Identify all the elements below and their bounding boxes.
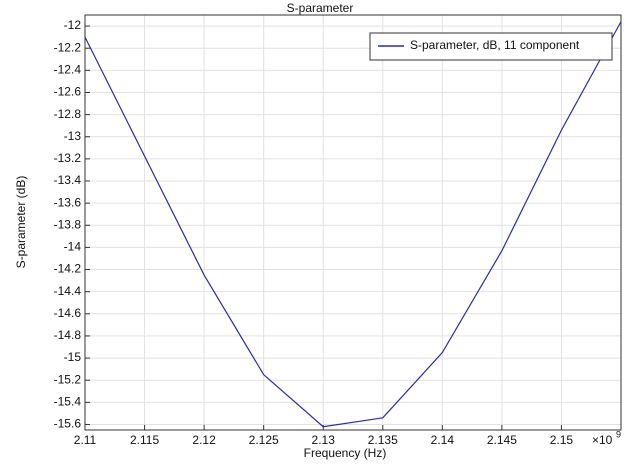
plot-frame (84, 14, 622, 431)
x-tick-label: 2.15 (550, 433, 574, 447)
y-tick-label: -14.6 (54, 306, 82, 320)
x-tick-label: 2.11 (74, 433, 97, 447)
y-axis-label: S-parameter (dB) (14, 176, 28, 269)
y-tick-label: -12.8 (54, 107, 82, 121)
legend-box (369, 32, 613, 61)
y-tick-label: -12 (64, 18, 82, 32)
x-tick-label: 2.135 (368, 433, 398, 447)
x-tick-label: 2.145 (487, 433, 517, 447)
y-tick-label: -13.4 (54, 173, 82, 187)
y-tick-label: -13.2 (54, 151, 82, 165)
x-axis-label: Frequency (Hz) (304, 446, 387, 460)
y-tick-label: -13 (64, 129, 82, 143)
data-line (84, 21, 622, 428)
chart-title: S-parameter (287, 1, 354, 15)
legend-label: S-parameter, dB, 11 component (410, 38, 580, 52)
y-tick-label: -12.4 (54, 63, 82, 77)
x-tick-label: 2.13 (312, 433, 336, 447)
x-tick-label: 2.125 (249, 433, 279, 447)
y-tick-label: -13.8 (54, 217, 82, 231)
y-tick-label: -14.4 (54, 284, 82, 298)
y-tick-label: -15.2 (54, 372, 82, 386)
y-tick-label: -14.2 (54, 262, 82, 276)
y-tick-label: -14.8 (54, 328, 82, 342)
y-tick-label: -13.6 (54, 195, 82, 209)
x-tick-label: 2.12 (192, 433, 216, 447)
x-multiplier-exponent: 9 (616, 429, 621, 439)
x-tick-label: 2.14 (431, 433, 455, 447)
y-tick-label: -15.6 (54, 417, 82, 431)
x-multiplier: ×10 (592, 433, 613, 447)
x-tick-label: 2.115 (130, 433, 159, 447)
y-tick-label: -15 (64, 350, 82, 364)
y-tick-label: -12.6 (54, 85, 82, 99)
y-tick-label: -15.4 (54, 395, 82, 409)
y-tick-label: -12.2 (54, 40, 82, 54)
y-tick-label: -14 (64, 240, 82, 254)
